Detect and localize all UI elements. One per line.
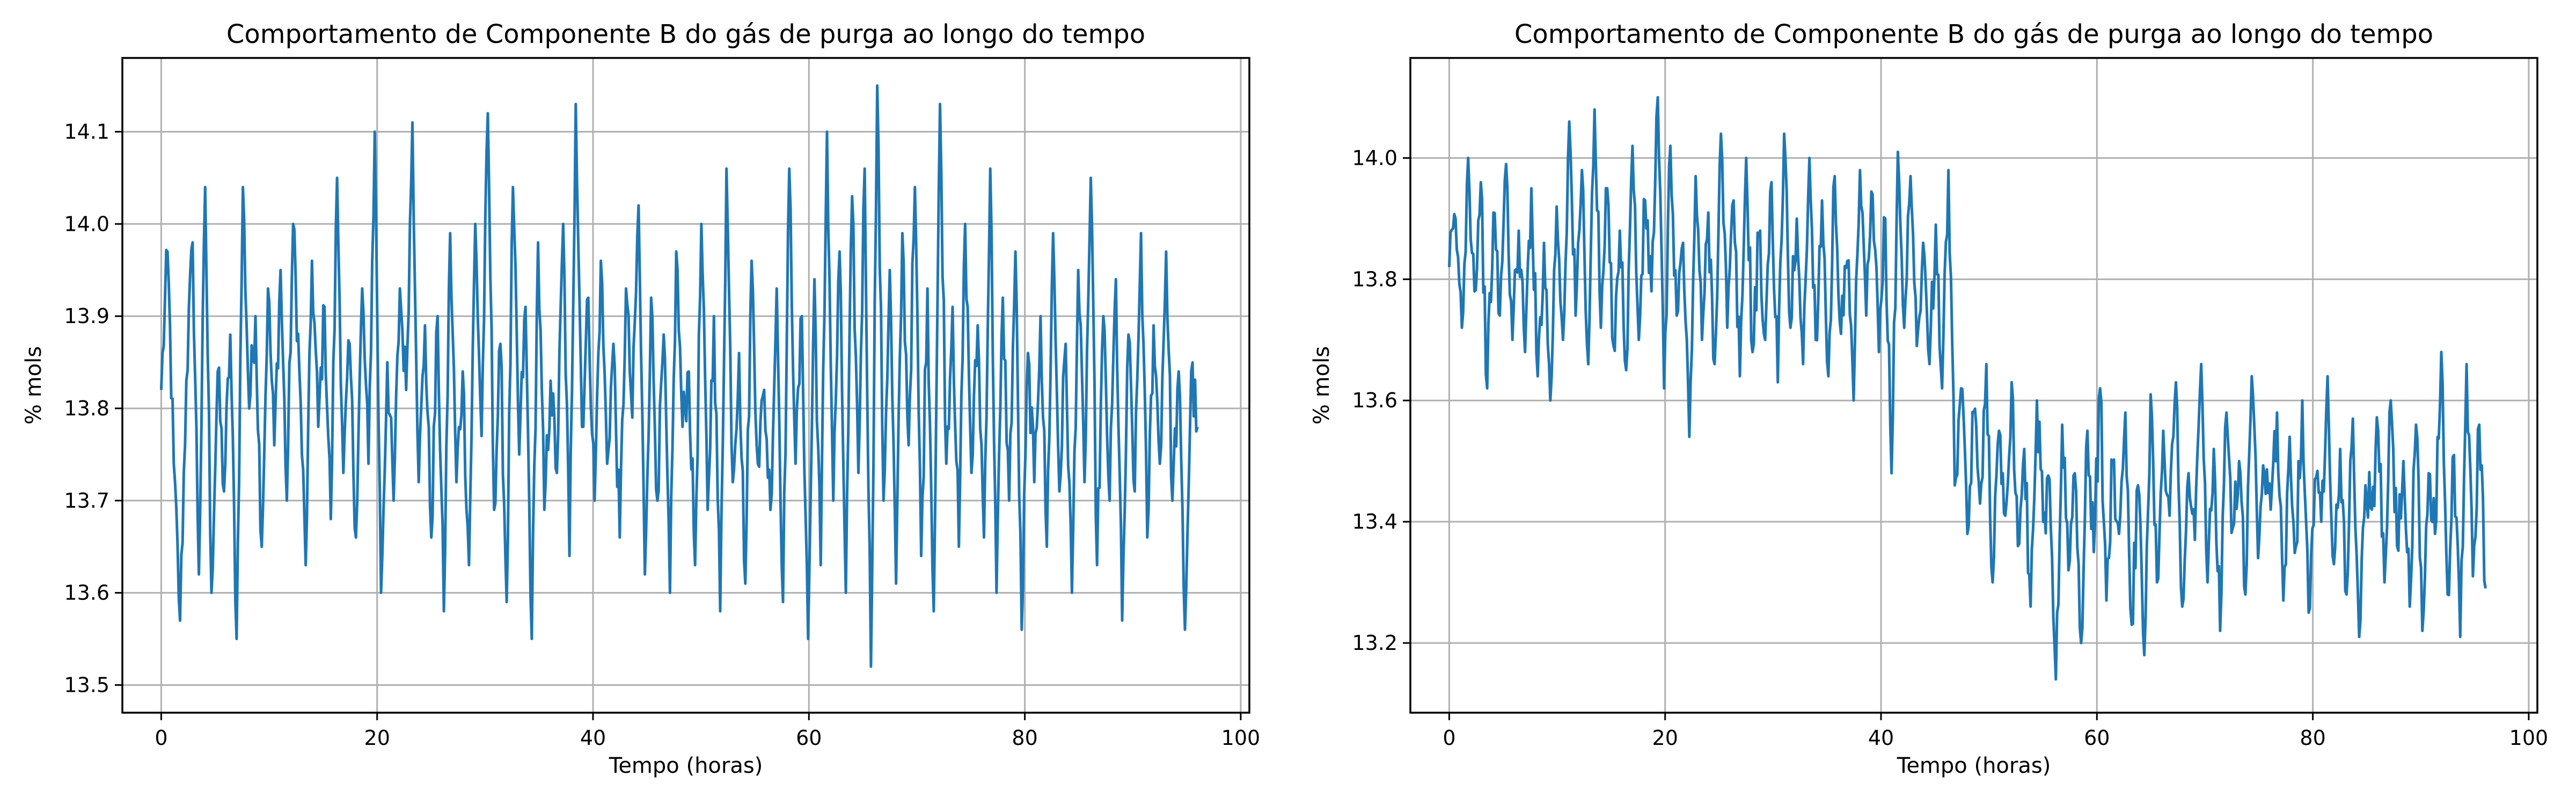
chart-left-ylabel: % mols: [21, 346, 46, 425]
chart-right-xlabel: Tempo (horas): [1897, 753, 2051, 778]
chart-right-axes-frame: [1409, 57, 2538, 714]
chart-left-ytick-label: 13.8: [64, 397, 109, 420]
chart-left-ytick-label: 13.5: [64, 673, 109, 697]
chart-right-series-line-0: [1447, 96, 2487, 681]
chart-right-ytick-label: 13.4: [1352, 510, 1397, 533]
chart-left-ticks: 0 20 40 60 80 100 13.5 13.6 13.7 13.8 13.9 14.0 14.1: [64, 120, 1260, 750]
chart-left-xlabel: Tempo (horas): [609, 753, 763, 778]
chart-right-ylabel: % mols: [1309, 346, 1334, 425]
chart-right-xtick-label: 0: [1443, 726, 1455, 750]
chart-right-ytick-label: 13.8: [1352, 267, 1397, 291]
chart-right-ytick-label: 13.2: [1352, 631, 1397, 655]
chart-right-xtick-label: 60: [2084, 726, 2110, 750]
chart-right-ticks: 0 20 40 60 80 100 13.2 13.4 13.6 13.8 14.0: [1352, 146, 2548, 750]
chart-right-ytick-label: 14.0: [1352, 146, 1397, 170]
chart-left-xtick-label: 60: [796, 726, 822, 750]
chart-right-series: [1447, 96, 2487, 681]
chart-left-ytick-label: 14.0: [64, 212, 109, 236]
chart-right-xtick-label: 40: [1868, 726, 1894, 750]
chart-left-xtick-label: 40: [580, 726, 606, 750]
chart-right-xtick-label: 20: [1652, 726, 1678, 750]
chart-left-title: Comportamento de Componente B do gás de …: [226, 19, 1145, 49]
chart-left-axes-frame: [121, 57, 1250, 714]
chart-right: Comportamento de Componente B do gás de …: [1309, 19, 2548, 778]
chart-left-ytick-label: 14.1: [64, 120, 109, 143]
chart-left-xtick-label: 0: [155, 726, 167, 750]
chart-right-xtick-label: 80: [2300, 726, 2325, 750]
chart-left-xtick-label: 20: [364, 726, 390, 750]
chart-left-series: [159, 84, 1199, 668]
chart-left-xtick-label: 80: [1012, 726, 1037, 750]
chart-right-grid: [1410, 58, 2537, 713]
chart-left-xtick-label: 100: [1221, 726, 1261, 750]
chart-left-ytick-label: 13.6: [64, 581, 109, 605]
chart-right-title: Comportamento de Componente B do gás de …: [1514, 19, 2433, 49]
chart-left-ytick-label: 13.7: [64, 489, 109, 513]
chart-left-series-line-0: [159, 84, 1199, 668]
chart-left: Comportamento de Componente B do gás de …: [21, 19, 1260, 778]
chart-right-ytick-label: 13.6: [1352, 389, 1397, 412]
chart-left-ytick-label: 13.9: [64, 304, 109, 328]
chart-right-xtick-label: 100: [2509, 726, 2549, 750]
